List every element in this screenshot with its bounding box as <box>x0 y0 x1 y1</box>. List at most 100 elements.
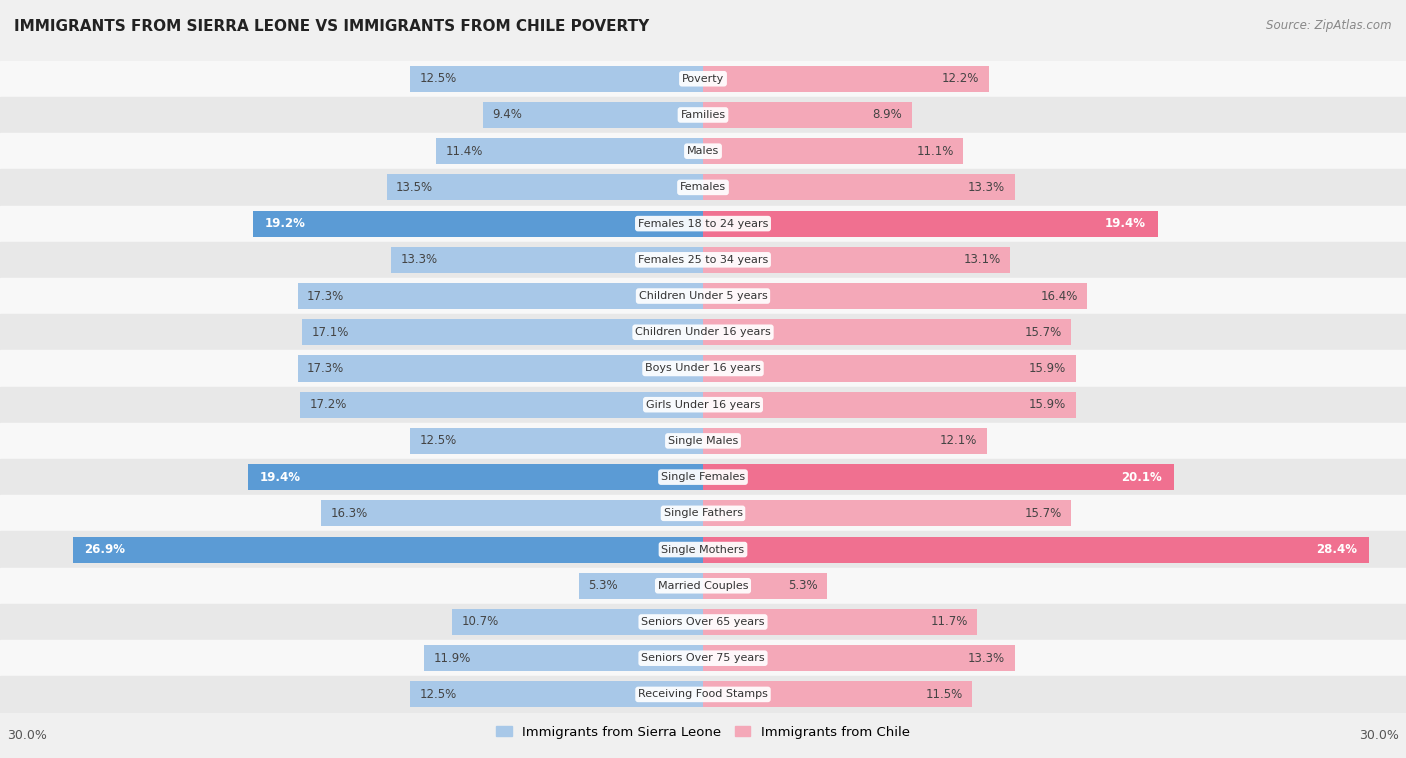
Text: 15.7%: 15.7% <box>1025 326 1062 339</box>
Bar <box>0 640 1406 676</box>
Bar <box>411 66 703 92</box>
Text: Seniors Over 75 years: Seniors Over 75 years <box>641 653 765 663</box>
Text: Females 25 to 34 years: Females 25 to 34 years <box>638 255 768 265</box>
Text: 5.3%: 5.3% <box>588 579 617 592</box>
Text: 17.3%: 17.3% <box>307 362 344 375</box>
Text: 15.7%: 15.7% <box>1025 507 1062 520</box>
Bar <box>0 495 1406 531</box>
Bar <box>703 174 1015 200</box>
Text: 30.0%: 30.0% <box>1360 728 1399 742</box>
Text: Children Under 5 years: Children Under 5 years <box>638 291 768 301</box>
Bar <box>0 314 1406 350</box>
Bar <box>0 423 1406 459</box>
Text: 9.4%: 9.4% <box>492 108 522 121</box>
Bar <box>299 392 703 418</box>
Text: 10.7%: 10.7% <box>461 615 499 628</box>
Bar <box>703 537 1368 562</box>
Bar <box>0 205 1406 242</box>
Text: Married Couples: Married Couples <box>658 581 748 590</box>
Bar <box>436 138 703 164</box>
Text: 30.0%: 30.0% <box>7 728 46 742</box>
Bar <box>425 645 703 672</box>
Text: Source: ZipAtlas.com: Source: ZipAtlas.com <box>1267 19 1392 32</box>
Text: 12.2%: 12.2% <box>942 72 980 85</box>
Bar <box>703 645 1015 672</box>
Bar <box>703 428 987 454</box>
Text: 11.7%: 11.7% <box>931 615 967 628</box>
Bar <box>0 242 1406 278</box>
Bar <box>453 609 703 635</box>
Bar <box>0 459 1406 495</box>
Bar <box>302 319 703 346</box>
Text: 16.3%: 16.3% <box>330 507 367 520</box>
Text: Single Fathers: Single Fathers <box>664 509 742 518</box>
Text: 17.3%: 17.3% <box>307 290 344 302</box>
Text: Children Under 16 years: Children Under 16 years <box>636 327 770 337</box>
Bar <box>703 356 1076 381</box>
Text: 12.1%: 12.1% <box>939 434 977 447</box>
Text: 19.4%: 19.4% <box>1105 217 1146 230</box>
Text: 13.3%: 13.3% <box>969 181 1005 194</box>
Text: 12.5%: 12.5% <box>419 434 457 447</box>
Text: 11.4%: 11.4% <box>446 145 482 158</box>
Text: 13.5%: 13.5% <box>396 181 433 194</box>
Bar <box>0 387 1406 423</box>
Text: Males: Males <box>688 146 718 156</box>
Text: 15.9%: 15.9% <box>1029 398 1066 411</box>
Text: 28.4%: 28.4% <box>1316 543 1357 556</box>
Bar <box>703 138 963 164</box>
Text: 19.2%: 19.2% <box>264 217 305 230</box>
Text: 13.1%: 13.1% <box>963 253 1001 266</box>
Legend: Immigrants from Sierra Leone, Immigrants from Chile: Immigrants from Sierra Leone, Immigrants… <box>491 720 915 744</box>
Bar <box>0 61 1406 97</box>
Text: 26.9%: 26.9% <box>84 543 125 556</box>
Bar <box>703 500 1071 526</box>
Bar <box>321 500 703 526</box>
Text: 16.4%: 16.4% <box>1040 290 1078 302</box>
Text: Single Males: Single Males <box>668 436 738 446</box>
Text: Females 18 to 24 years: Females 18 to 24 years <box>638 218 768 229</box>
Bar <box>0 133 1406 169</box>
Text: Poverty: Poverty <box>682 74 724 83</box>
Bar <box>703 283 1087 309</box>
Text: 15.9%: 15.9% <box>1029 362 1066 375</box>
Bar <box>298 356 703 381</box>
Text: 5.3%: 5.3% <box>789 579 818 592</box>
Bar <box>73 537 703 562</box>
Text: 12.5%: 12.5% <box>419 72 457 85</box>
Text: 12.5%: 12.5% <box>419 688 457 701</box>
Bar <box>703 247 1010 273</box>
Bar <box>0 278 1406 314</box>
Bar <box>0 350 1406 387</box>
Bar <box>703 573 827 599</box>
Bar <box>703 319 1071 346</box>
Bar <box>0 568 1406 604</box>
Text: Seniors Over 65 years: Seniors Over 65 years <box>641 617 765 627</box>
Text: 11.9%: 11.9% <box>433 652 471 665</box>
Bar <box>703 102 911 128</box>
Bar <box>703 464 1174 490</box>
Bar <box>0 169 1406 205</box>
Bar <box>482 102 703 128</box>
Bar <box>298 283 703 309</box>
Text: 11.1%: 11.1% <box>917 145 953 158</box>
Bar <box>391 247 703 273</box>
Text: 17.1%: 17.1% <box>312 326 349 339</box>
Text: Families: Families <box>681 110 725 120</box>
Text: Receiving Food Stamps: Receiving Food Stamps <box>638 690 768 700</box>
Text: Girls Under 16 years: Girls Under 16 years <box>645 399 761 409</box>
Text: IMMIGRANTS FROM SIERRA LEONE VS IMMIGRANTS FROM CHILE POVERTY: IMMIGRANTS FROM SIERRA LEONE VS IMMIGRAN… <box>14 19 650 34</box>
Text: Females: Females <box>681 183 725 193</box>
Bar <box>703 609 977 635</box>
Bar <box>0 676 1406 713</box>
Bar <box>0 531 1406 568</box>
Bar <box>703 681 973 707</box>
Bar <box>0 604 1406 640</box>
Bar <box>387 174 703 200</box>
Bar <box>0 97 1406 133</box>
Text: 8.9%: 8.9% <box>873 108 903 121</box>
Bar <box>579 573 703 599</box>
Text: Boys Under 16 years: Boys Under 16 years <box>645 364 761 374</box>
Bar <box>411 681 703 707</box>
Text: 13.3%: 13.3% <box>401 253 437 266</box>
